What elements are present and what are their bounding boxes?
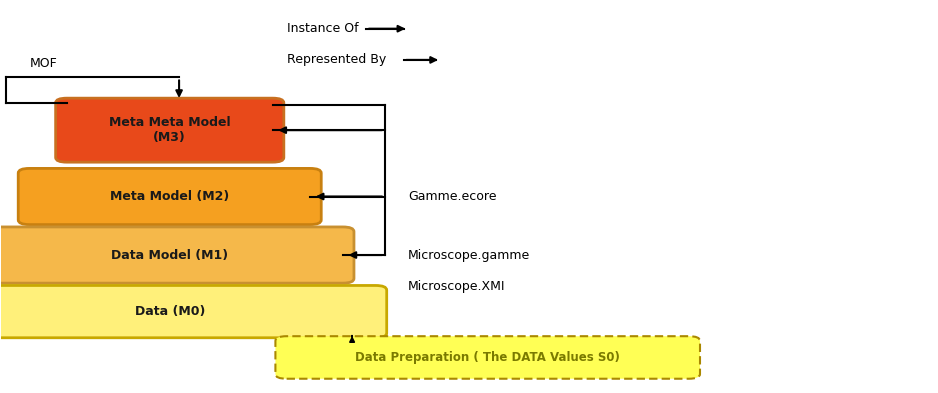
FancyBboxPatch shape <box>55 98 284 162</box>
Text: Instance Of: Instance Of <box>287 22 358 35</box>
Text: MOF: MOF <box>30 57 57 70</box>
FancyBboxPatch shape <box>18 169 321 224</box>
Text: Data Preparation ( The DATA Values S0): Data Preparation ( The DATA Values S0) <box>356 351 620 364</box>
Text: Gamme.ecore: Gamme.ecore <box>408 190 497 203</box>
Text: Meta Model (M2): Meta Model (M2) <box>110 190 230 203</box>
Text: Microscope.XMI: Microscope.XMI <box>408 280 506 293</box>
FancyBboxPatch shape <box>276 336 700 379</box>
Text: Microscope.gamme: Microscope.gamme <box>408 248 531 261</box>
Text: Represented By: Represented By <box>287 53 386 66</box>
Text: Data (M0): Data (M0) <box>134 305 204 318</box>
FancyBboxPatch shape <box>0 285 386 338</box>
Text: Data Model (M1): Data Model (M1) <box>112 248 228 261</box>
FancyBboxPatch shape <box>0 227 354 283</box>
Text: Meta Meta Model
(M3): Meta Meta Model (M3) <box>109 116 231 144</box>
